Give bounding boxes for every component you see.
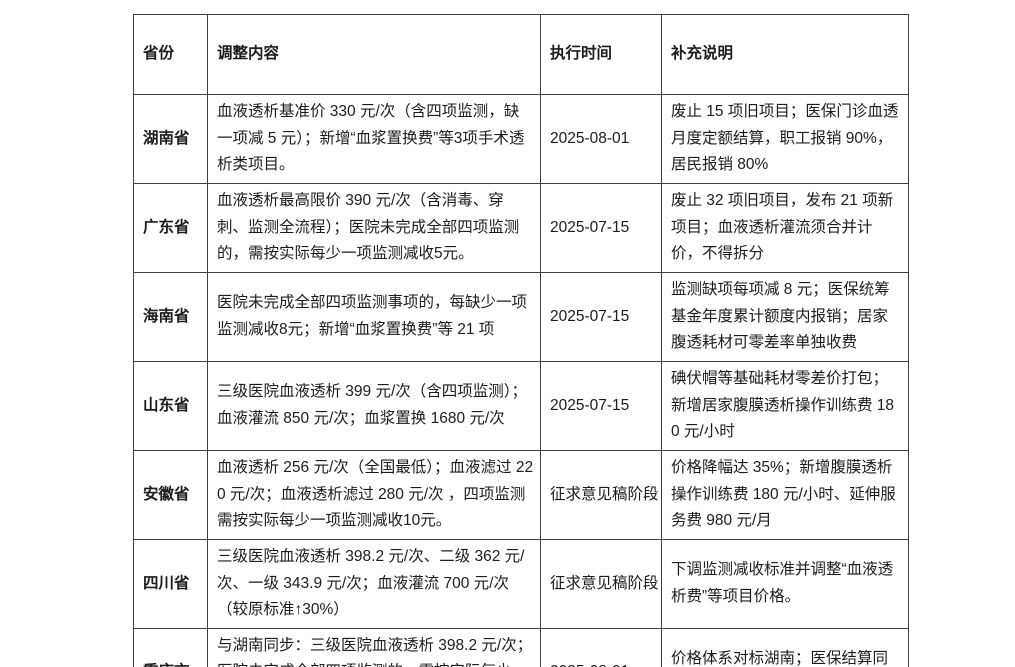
- table-row: 海南省 医院未完成全部四项监测事项的，每缺少一项监测减收8元；新增“血浆置换费”…: [133, 271, 909, 362]
- table-row: 山东省 三级医院血液透析 399 元/次（含四项监测）；血液灌流 850 元/次…: [133, 360, 909, 451]
- column-header-province: 省份: [133, 14, 208, 95]
- content-cell: 医院未完成全部四项监测事项的，每缺少一项监测减收8元；新增“血浆置换费”等 21…: [207, 271, 541, 362]
- content-cell: 三级医院血液透析 399 元/次（含四项监测）；血液灌流 850 元/次；血浆置…: [207, 360, 541, 451]
- note-cell: 碘伏帽等基础耗材零差价打包；新增居家腹膜透析操作训练费 180 元/小时: [661, 360, 909, 451]
- content-cell: 血液透析最高限价 390 元/次（含消毒、穿刺、监测全流程）；医院未完成全部四项…: [207, 182, 541, 273]
- province-cell: 广东省: [133, 182, 208, 273]
- column-header-time: 执行时间: [540, 14, 662, 95]
- note-cell: 废止 32 项旧项目，发布 21 项新项目；血液透析灌流须合并计价，不得拆分: [661, 182, 909, 273]
- table-row: 四川省 三级医院血液透析 398.2 元/次、二级 362 元/次、一级 343…: [133, 538, 909, 629]
- content-cell: 与湖南同步：三级医院血液透析 398.2 元/次；医院未完成全部四项监测的，需按…: [207, 627, 541, 667]
- content-cell: 血液透析基准价 330 元/次（含四项监测，缺一项减 5 元）；新增“血浆置换费…: [207, 94, 541, 184]
- note-cell: 价格降幅达 35%；新增腹膜透析操作训练费 180 元/小时、延伸服务费 980…: [661, 449, 909, 540]
- province-cell: 海南省: [133, 271, 208, 362]
- time-cell: 2025-07-15: [540, 271, 662, 362]
- note-cell: 废止 15 项旧项目；医保门诊血透月度定额结算，职工报销 90%，居民报销 80…: [661, 94, 909, 184]
- header-row: 省份 调整内容 执行时间 补充说明: [133, 14, 909, 95]
- time-cell: 2025-07-15: [540, 360, 662, 451]
- province-cell: 重庆市: [133, 627, 208, 667]
- time-cell: 2025-07-15: [540, 182, 662, 273]
- table-row: 安徽省 血液透析 256 元/次（全国最低）；血液滤过 220 元/次；血液透析…: [133, 449, 909, 540]
- table-row: 湖南省 血液透析基准价 330 元/次（含四项监测，缺一项减 5 元）；新增“血…: [133, 94, 909, 184]
- time-cell: 2025-08-01: [540, 94, 662, 184]
- province-cell: 四川省: [133, 538, 208, 629]
- note-cell: 监测缺项每项减 8 元；医保统筹基金年度累计额度内报销；居家腹透耗材可零差率单独…: [661, 271, 909, 362]
- province-cell: 安徽省: [133, 449, 208, 540]
- content-cell: 血液透析 256 元/次（全国最低）；血液滤过 220 元/次；血液透析滤过 2…: [207, 449, 541, 540]
- time-cell: 征求意见稿阶段: [540, 449, 662, 540]
- dialysis-price-table: 省份 调整内容 执行时间 补充说明 湖南省 血液透析基准价 330 元/次（含四…: [133, 14, 909, 667]
- province-cell: 山东省: [133, 360, 208, 451]
- content-cell: 三级医院血液透析 398.2 元/次、二级 362 元/次、一级 343.9 元…: [207, 538, 541, 629]
- table-row: 广东省 血液透析最高限价 390 元/次（含消毒、穿刺、监测全流程）；医院未完成…: [133, 182, 909, 273]
- table-row: 重庆市 与湖南同步：三级医院血液透析 398.2 元/次；医院未完成全部四项监测…: [133, 627, 909, 667]
- time-cell: 2025-08-01: [540, 627, 662, 667]
- column-header-note: 补充说明: [661, 14, 909, 95]
- note-cell: 价格体系对标湖南；医保结算同湖南模式: [661, 627, 909, 667]
- column-header-content: 调整内容: [207, 14, 541, 95]
- province-cell: 湖南省: [133, 94, 208, 184]
- time-cell: 征求意见稿阶段: [540, 538, 662, 629]
- note-cell: 下调监测减收标准并调整“血液透析费”等项目价格。: [661, 538, 909, 629]
